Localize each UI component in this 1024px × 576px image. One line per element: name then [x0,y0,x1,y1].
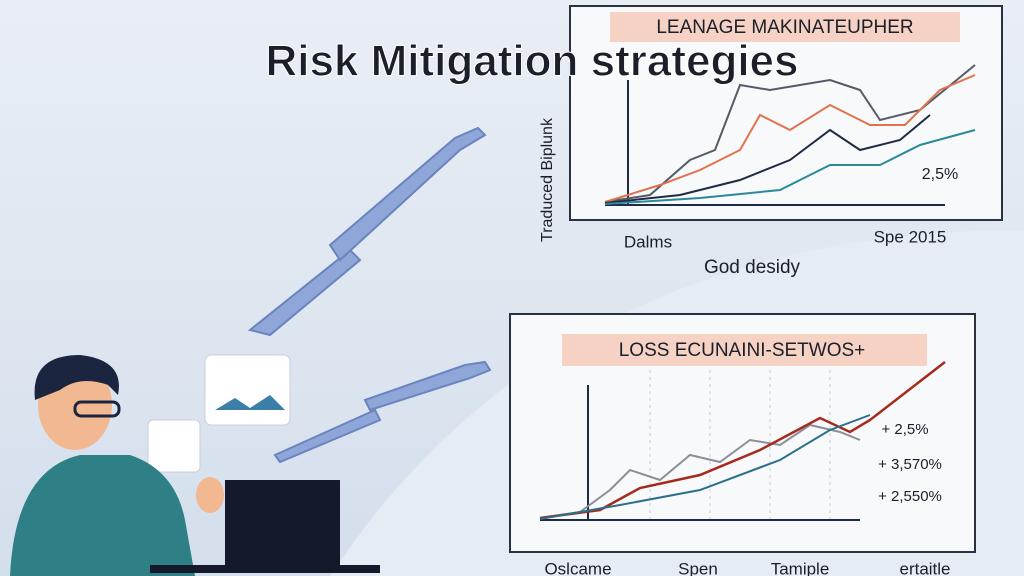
y-axis-label: Traduced Biplunk [539,117,556,242]
annotation: + 3,570% [878,456,942,473]
x-axis-title: God desidy [704,257,801,278]
card [204,354,291,426]
card [147,419,201,473]
bottom-chart: LOSS ECUNAINI-SETWOS+ + 2,5% + 3,570% + … [509,313,976,576]
pen [273,360,492,464]
x-label: Spe 2015 [874,227,947,246]
person [10,354,380,576]
line [604,129,976,205]
annotation: 2,5% [922,166,958,183]
annotation: + 2,550% [878,488,942,505]
header-band [610,12,960,42]
line [604,64,976,203]
laptop [225,480,340,565]
chart-header: LOSS ECUNAINI-SETWOS+ [619,340,866,361]
top-chart: LEANAGE MAKINATEUPHER 2,5% Traduced Bipl… [539,5,1003,278]
annotation: + 2,5% [881,421,928,438]
x-label: ertaitle [899,559,950,576]
x-label: Oslcame [544,559,611,576]
header-band [562,334,927,366]
pen [247,126,487,337]
x-label: Spen [678,559,718,576]
chart-header: LEANAGE MAKINATEUPHER [656,17,913,38]
line [539,414,871,520]
x-label: Tamiple [771,559,830,576]
line [604,114,931,204]
line [539,423,861,519]
line [539,361,946,520]
page-title: Risk Mitigation strategies [265,37,798,86]
x-label: Dalms [624,232,672,251]
line [604,74,976,203]
